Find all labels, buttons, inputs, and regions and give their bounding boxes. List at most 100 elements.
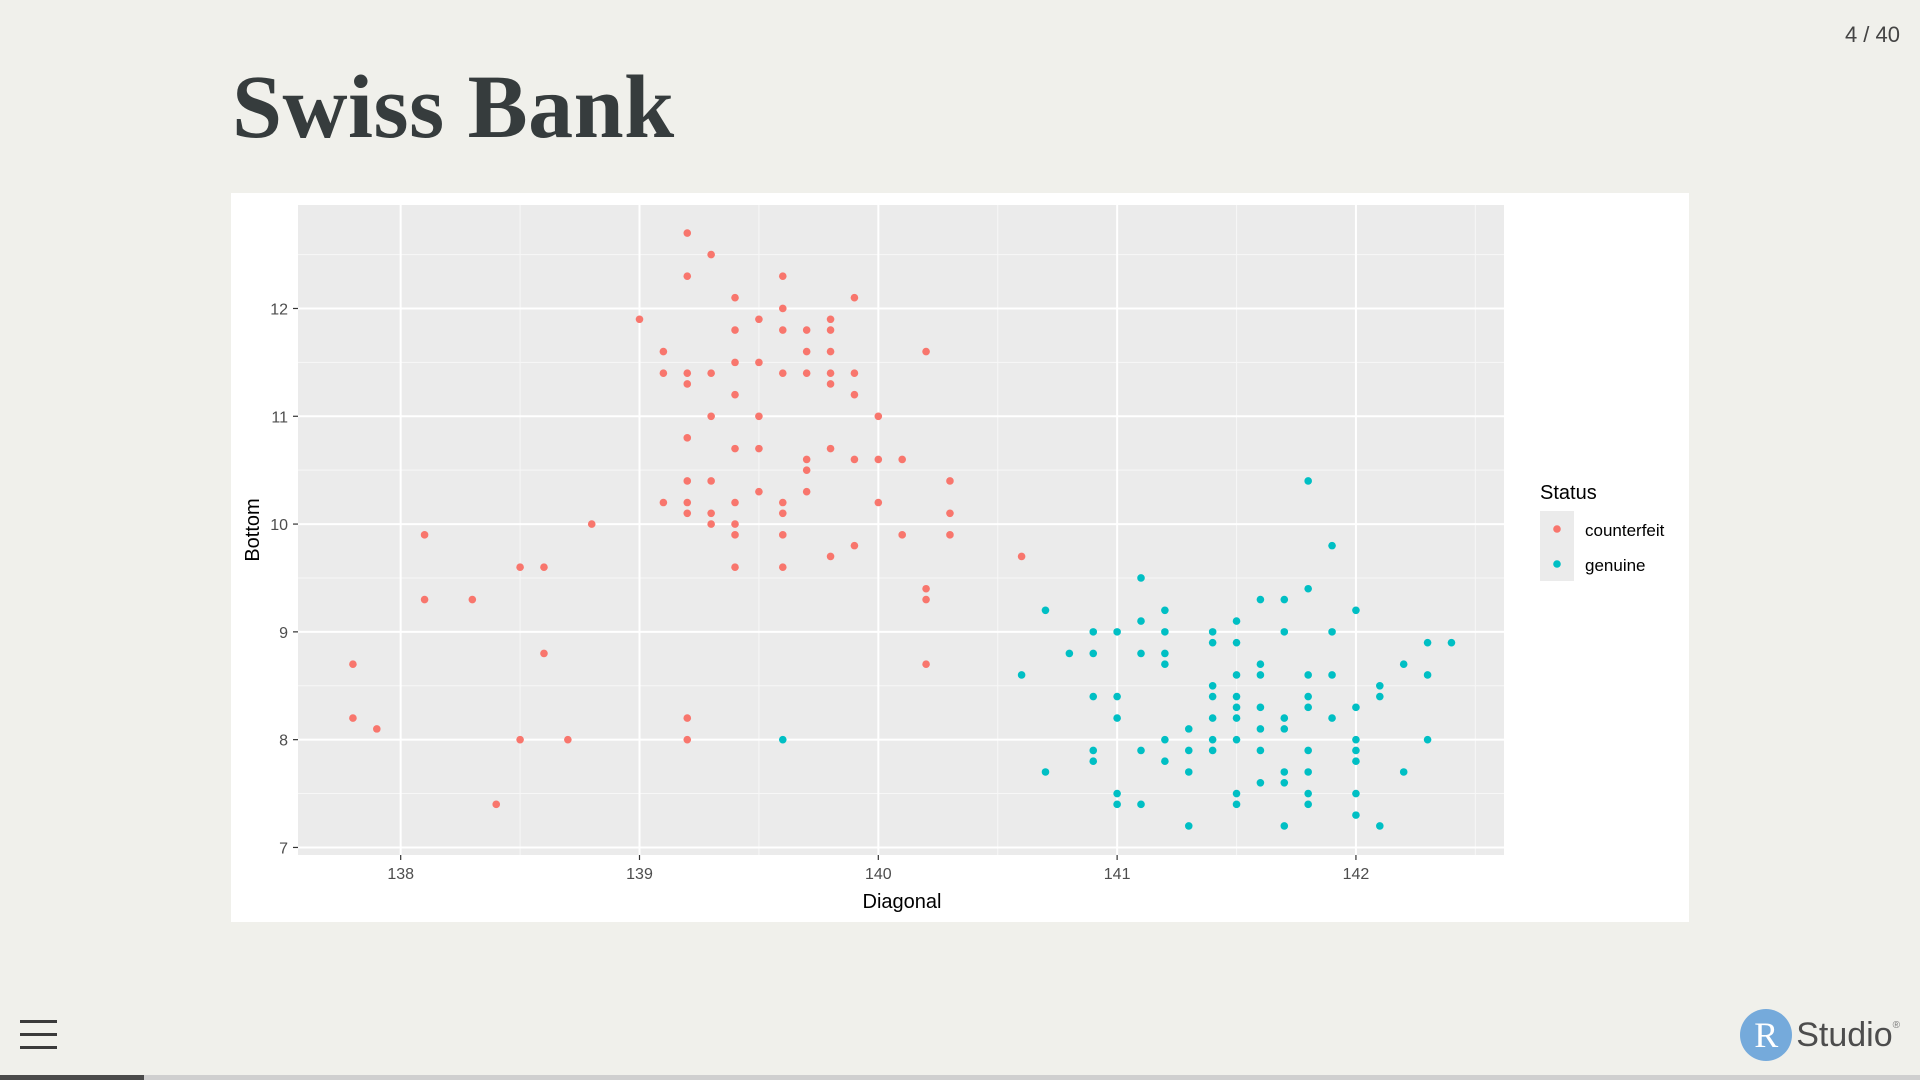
data-point-genuine [1137, 746, 1145, 755]
data-point-counterfeit [492, 800, 501, 809]
legend-label-genuine: genuine [1585, 556, 1646, 575]
x-axis-title: Diagonal [863, 891, 942, 913]
data-point-counterfeit [850, 390, 859, 399]
data-point-genuine [1089, 746, 1098, 755]
data-point-counterfeit [707, 509, 715, 518]
hamburger-menu-icon[interactable] [20, 1020, 57, 1050]
data-point-genuine [1423, 671, 1432, 679]
data-point-counterfeit [755, 444, 763, 453]
y-tick-label: 12 [270, 301, 288, 318]
data-point-genuine [1256, 778, 1265, 787]
data-point-genuine [1328, 714, 1336, 722]
data-point-genuine [778, 735, 787, 744]
data-point-genuine [1304, 789, 1312, 798]
data-point-genuine [1208, 628, 1217, 636]
data-point-counterfeit [874, 412, 883, 421]
plot-panel [298, 205, 1504, 855]
y-tick-label: 7 [279, 840, 288, 857]
data-point-genuine [1280, 595, 1289, 604]
data-point-genuine [1137, 617, 1145, 625]
data-point-counterfeit [898, 531, 906, 539]
data-point-genuine [1041, 768, 1050, 776]
y-tick-label: 8 [279, 733, 288, 750]
data-point-counterfeit [778, 563, 787, 571]
data-point-counterfeit [898, 455, 906, 464]
data-point-genuine [1113, 789, 1121, 798]
data-point-counterfeit [874, 498, 883, 507]
data-point-counterfeit [731, 563, 739, 571]
data-point-genuine [1352, 811, 1360, 819]
data-point-genuine [1137, 800, 1145, 809]
data-point-counterfeit [468, 595, 477, 604]
data-point-counterfeit [850, 541, 859, 550]
data-point-genuine [1137, 649, 1145, 658]
data-point-counterfeit [373, 725, 381, 733]
data-point-genuine [1208, 681, 1217, 690]
data-point-genuine [1232, 789, 1241, 798]
legend-title: Status [1540, 482, 1597, 504]
data-point-counterfeit [778, 498, 787, 507]
data-point-counterfeit [755, 487, 763, 496]
menu-bar [20, 1020, 57, 1023]
data-point-genuine [1184, 768, 1193, 776]
data-point-counterfeit [802, 369, 811, 377]
data-point-genuine [1232, 703, 1241, 712]
data-point-counterfeit [922, 347, 930, 356]
legend-label-counterfeit: counterfeit [1585, 521, 1665, 540]
data-point-counterfeit [922, 584, 930, 593]
data-point-counterfeit [802, 347, 811, 356]
data-point-counterfeit [778, 509, 787, 518]
data-point-genuine [1280, 778, 1289, 787]
y-tick-label: 11 [271, 409, 288, 426]
data-point-counterfeit [707, 520, 715, 528]
data-point-genuine [1328, 628, 1336, 636]
data-point-genuine [1232, 692, 1241, 701]
data-point-counterfeit [635, 315, 644, 324]
data-point-counterfeit [587, 520, 596, 528]
legend-key-counterfeit [1553, 525, 1561, 533]
data-point-counterfeit [946, 477, 954, 485]
data-point-counterfeit [707, 250, 715, 259]
data-point-genuine [1423, 638, 1432, 647]
data-point-genuine [1208, 714, 1217, 722]
data-point-genuine [1447, 638, 1456, 647]
data-point-genuine [1256, 660, 1265, 669]
slide-title: Swiss Bank [232, 58, 675, 157]
data-point-counterfeit [516, 563, 524, 571]
data-point-genuine [1304, 768, 1312, 776]
x-tick-label: 141 [1104, 866, 1131, 883]
data-point-genuine [1161, 628, 1169, 636]
data-point-genuine [1041, 606, 1050, 615]
data-point-counterfeit [564, 735, 572, 744]
data-point-genuine [1328, 541, 1336, 550]
data-point-counterfeit [826, 315, 835, 324]
data-point-genuine [1208, 746, 1217, 755]
data-point-counterfeit [731, 498, 739, 507]
slide-counter: 4 / 40 [1844, 22, 1900, 47]
x-tick-label: 138 [387, 866, 414, 883]
data-point-genuine [1256, 671, 1265, 679]
data-point-counterfeit [420, 595, 429, 604]
data-point-genuine [1256, 595, 1265, 604]
rstudio-logo: R Studio ® [1740, 1008, 1900, 1062]
data-point-counterfeit [802, 466, 811, 474]
data-point-counterfeit [1017, 552, 1026, 561]
data-point-genuine [1280, 725, 1289, 733]
data-point-counterfeit [420, 531, 429, 539]
data-point-genuine [1352, 735, 1360, 744]
data-point-counterfeit [731, 444, 739, 453]
data-point-counterfeit [707, 412, 715, 421]
data-point-counterfeit [683, 272, 692, 280]
data-point-genuine [1376, 681, 1384, 690]
data-point-genuine [1352, 606, 1360, 615]
data-point-counterfeit [659, 369, 668, 377]
data-point-genuine [1161, 649, 1169, 658]
data-point-genuine [1161, 757, 1169, 766]
data-point-genuine [1376, 692, 1384, 701]
rstudio-logo-badge: R [1740, 1009, 1793, 1061]
data-point-genuine [1256, 746, 1265, 755]
data-point-genuine [1352, 757, 1360, 766]
rstudio-logo-registered: ® [1892, 1020, 1900, 1031]
data-point-counterfeit [778, 272, 787, 280]
data-point-genuine [1280, 822, 1289, 830]
